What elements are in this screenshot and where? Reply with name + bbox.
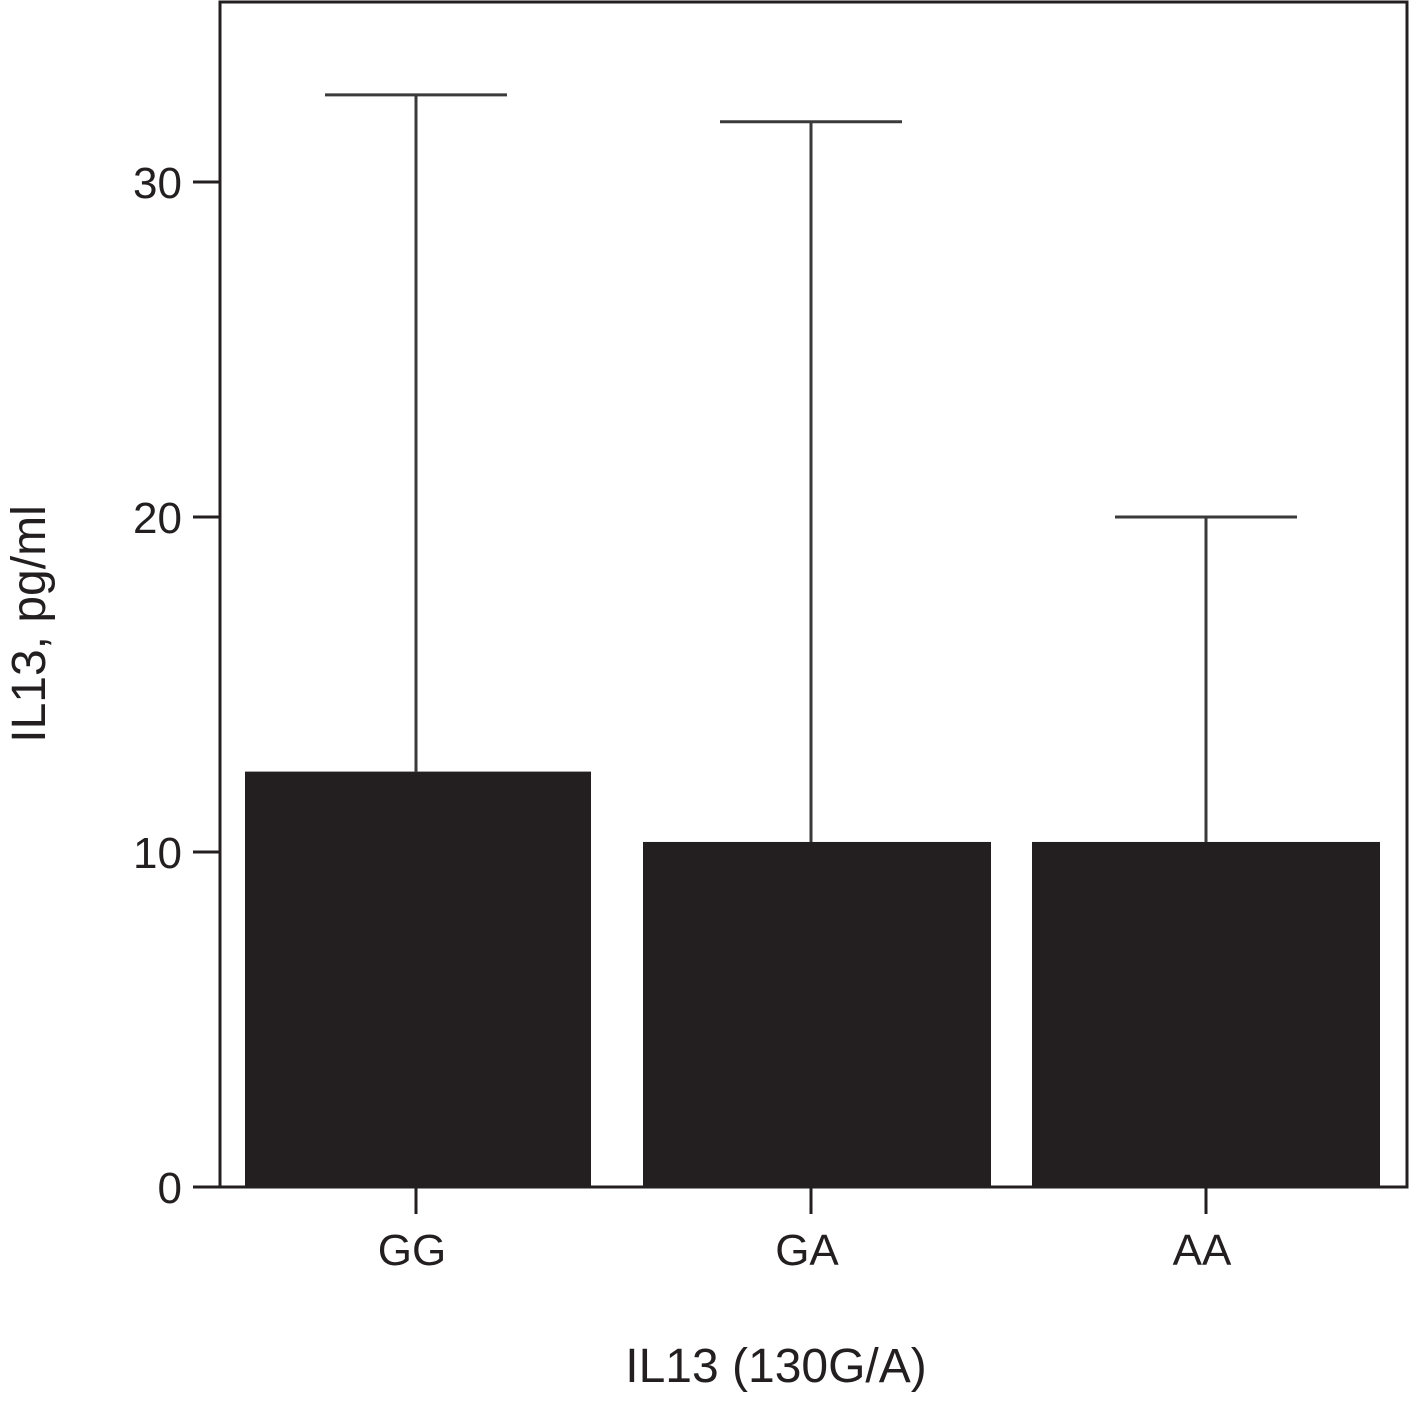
bars-layer: [245, 771, 1380, 1187]
bar-aa: [1032, 841, 1380, 1187]
y-tick-label-20: 20: [133, 494, 182, 543]
y-tick-label-0: 0: [158, 1164, 182, 1213]
error-bar-gg: [325, 93, 507, 772]
plot-frame: [218, 0, 1409, 1189]
x-tick-label-gg: GG: [378, 1226, 446, 1275]
x-tick-label-aa: AA: [1173, 1226, 1232, 1275]
y-tick-label-30: 30: [133, 159, 182, 208]
ticks-layer: 0 10 20 30 GG GA AA: [133, 159, 1232, 1275]
error-bar-aa: [1115, 515, 1297, 842]
axes-layer: [218, 0, 1409, 1189]
bar-ga: [643, 841, 991, 1187]
bar-gg: [245, 771, 591, 1187]
x-tick-label-ga: GA: [775, 1226, 839, 1275]
x-axis-title: IL13 (130G/A): [625, 1340, 927, 1393]
y-tick-label-10: 10: [133, 829, 182, 878]
y-axis-title: IL13, pg/ml: [3, 505, 56, 742]
error-bar-ga: [720, 120, 902, 842]
error-bars-layer: [325, 93, 1297, 842]
